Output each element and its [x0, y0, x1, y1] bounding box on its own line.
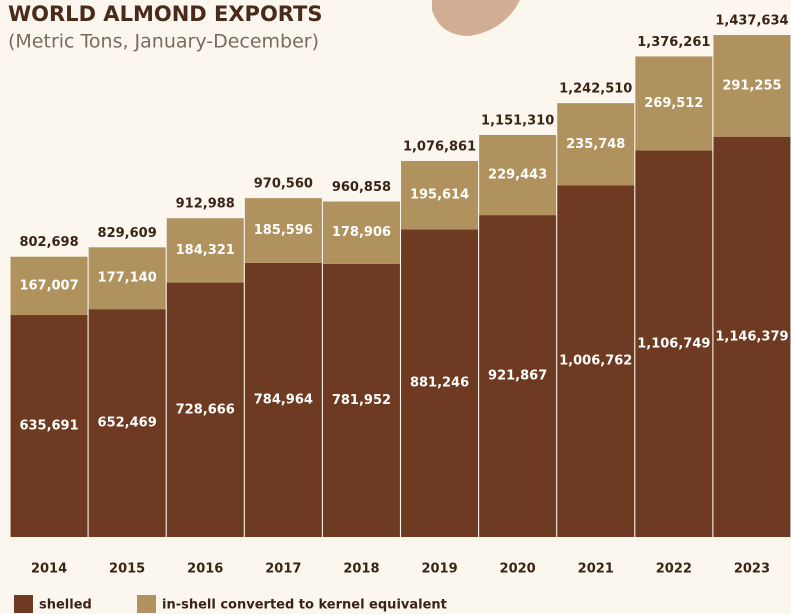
total-label: 960,858: [332, 180, 391, 195]
legend-swatch: [137, 595, 156, 613]
x-tick-label: 2018: [343, 562, 379, 577]
almond-decoration: [432, 0, 520, 36]
legend-label: shelled: [39, 598, 92, 613]
bar-segment: [166, 218, 244, 283]
bar-segment: [557, 185, 635, 537]
value-label: 178,906: [332, 225, 391, 240]
total-label: 1,151,310: [481, 113, 554, 128]
value-label: 728,666: [176, 402, 235, 417]
chart-subtitle: (Metric Tons, January-December): [8, 31, 319, 53]
chart-title: WORLD ALMOND EXPORTS: [8, 2, 322, 26]
x-tick-label: 2015: [109, 562, 145, 577]
value-label: 269,512: [644, 96, 703, 111]
total-label: 1,437,634: [715, 14, 788, 29]
value-label: 235,748: [566, 137, 625, 152]
value-label: 177,140: [98, 271, 157, 286]
x-tick-label: 2020: [500, 562, 536, 577]
value-label: 195,614: [410, 188, 469, 203]
value-label: 167,007: [19, 278, 78, 293]
bar-segment: [401, 229, 479, 537]
bar-segment: [401, 160, 479, 230]
value-label: 781,952: [332, 393, 391, 408]
bar-segment: [244, 198, 322, 263]
value-label: 921,867: [488, 369, 547, 384]
bar-segment: [322, 263, 400, 537]
value-label: 1,146,379: [715, 329, 788, 344]
bar-segment: [244, 262, 322, 537]
total-label: 970,560: [254, 177, 313, 192]
bar-segment: [713, 35, 791, 137]
value-label: 635,691: [19, 419, 78, 434]
x-tick-label: 2021: [578, 562, 614, 577]
value-label: 784,964: [254, 392, 313, 407]
total-label: 912,988: [176, 197, 235, 212]
value-label: 229,443: [488, 168, 547, 183]
value-label: 184,321: [176, 243, 235, 258]
legend-swatch: [14, 595, 33, 613]
x-tick-label: 2023: [734, 562, 770, 577]
value-label: 1,006,762: [559, 354, 632, 369]
x-tick-label: 2016: [187, 562, 223, 577]
bar-segment: [88, 247, 166, 310]
bar-segment: [635, 150, 713, 537]
value-label: 1,106,749: [637, 336, 710, 351]
bar-segment: [10, 315, 88, 537]
bar-segment: [10, 256, 88, 316]
x-tick-label: 2014: [31, 562, 67, 577]
total-label: 1,076,861: [403, 139, 476, 154]
x-tick-label: 2019: [421, 562, 457, 577]
x-tick-label: 2017: [265, 562, 301, 577]
bar-segment: [479, 215, 557, 537]
bar-segment: [713, 136, 791, 537]
value-label: 291,255: [722, 78, 781, 93]
total-label: 1,376,261: [637, 35, 710, 50]
x-tick-label: 2022: [656, 562, 692, 577]
bar-segment: [479, 134, 557, 216]
bar-segment: [166, 282, 244, 537]
total-label: 829,609: [98, 226, 157, 241]
bar-segment: [635, 56, 713, 151]
total-label: 1,242,510: [559, 82, 632, 97]
bar-segment: [322, 201, 400, 264]
value-label: 881,246: [410, 376, 469, 391]
legend-label: in-shell converted to kernel equivalent: [162, 598, 447, 613]
value-label: 185,596: [254, 223, 313, 238]
value-label: 652,469: [98, 416, 157, 431]
bar-segment: [88, 309, 166, 537]
bar-segment: [557, 103, 635, 186]
total-label: 802,698: [19, 235, 78, 250]
